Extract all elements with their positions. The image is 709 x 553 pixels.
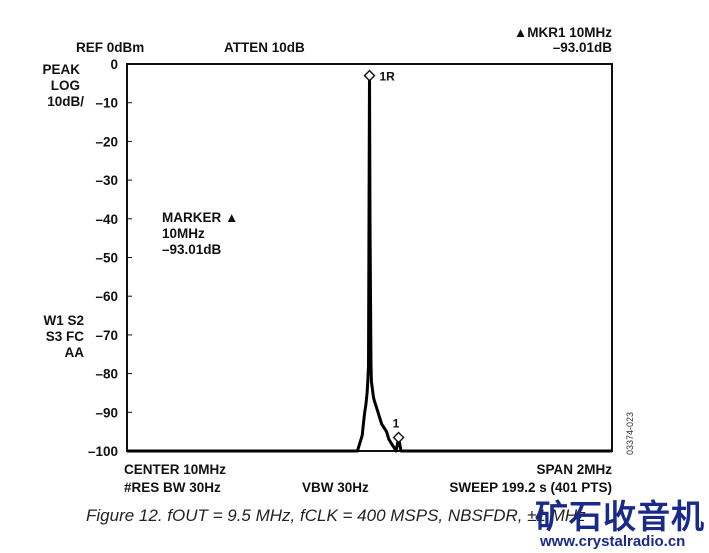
trace-mode-label-2: S3 FC [46, 329, 85, 344]
watermark-logo: 矿石收音机 [535, 497, 705, 536]
ref-level-label: REF 0dBm [76, 40, 144, 55]
marker-info-box [155, 207, 260, 263]
res-bw-label: #RES BW 30Hz [124, 480, 221, 495]
y-axis-ticks: 0 –10 –20 –30 –40 –50 –60 –70 –80 –90 –100 [88, 57, 132, 459]
marker-diamond [392, 431, 405, 444]
marker-label: 1 [393, 416, 400, 430]
marker-box-level: –93.01dB [162, 242, 222, 257]
atten-label: ATTEN 10dB [224, 40, 305, 55]
sweep-label: SWEEP 199.2 s (401 PTS) [449, 480, 612, 495]
figure-id: 03374-023 [625, 412, 635, 455]
scale-div-label: 10dB/ [47, 94, 84, 109]
y-tick-label: –20 [95, 134, 118, 149]
watermark-url: www.crystalradio.cn [540, 533, 686, 550]
y-tick-label: –50 [95, 251, 118, 266]
figure-caption: Figure 12. fOUT = 9.5 MHz, fCLK = 400 MS… [86, 506, 586, 525]
y-tick-label: –90 [95, 405, 118, 420]
marker-readout-level: –93.01dB [553, 40, 613, 55]
y-tick-label: –70 [95, 328, 118, 343]
y-tick-label: –100 [88, 444, 118, 459]
y-tick-label: –60 [95, 289, 118, 304]
spectrum-trace [127, 74, 612, 453]
span-label: SPAN 2MHz [536, 462, 612, 477]
y-tick-label: –10 [95, 96, 118, 111]
vbw-label: VBW 30Hz [302, 480, 369, 495]
y-tick-label: –80 [95, 367, 118, 382]
marker-label: 1R [380, 70, 396, 84]
marker-box-title: MARKER ▲ [162, 210, 238, 225]
detector-label: PEAK [42, 62, 80, 77]
marker-diamond [363, 69, 376, 82]
marker-box-freq: 10MHz [162, 226, 205, 241]
y-tick-label: –30 [95, 173, 118, 188]
scale-type-label: LOG [51, 78, 80, 93]
y-tick-label: –40 [95, 212, 118, 227]
trace-mode-label-1: W1 S2 [43, 313, 84, 328]
trace-mode-label-3: AA [65, 345, 85, 360]
center-freq-label: CENTER 10MHz [124, 462, 226, 477]
y-tick-label: 0 [110, 57, 118, 72]
marker-readout-freq: ▲MKR1 10MHz [514, 25, 612, 40]
markers: 1R 1 [363, 69, 405, 444]
